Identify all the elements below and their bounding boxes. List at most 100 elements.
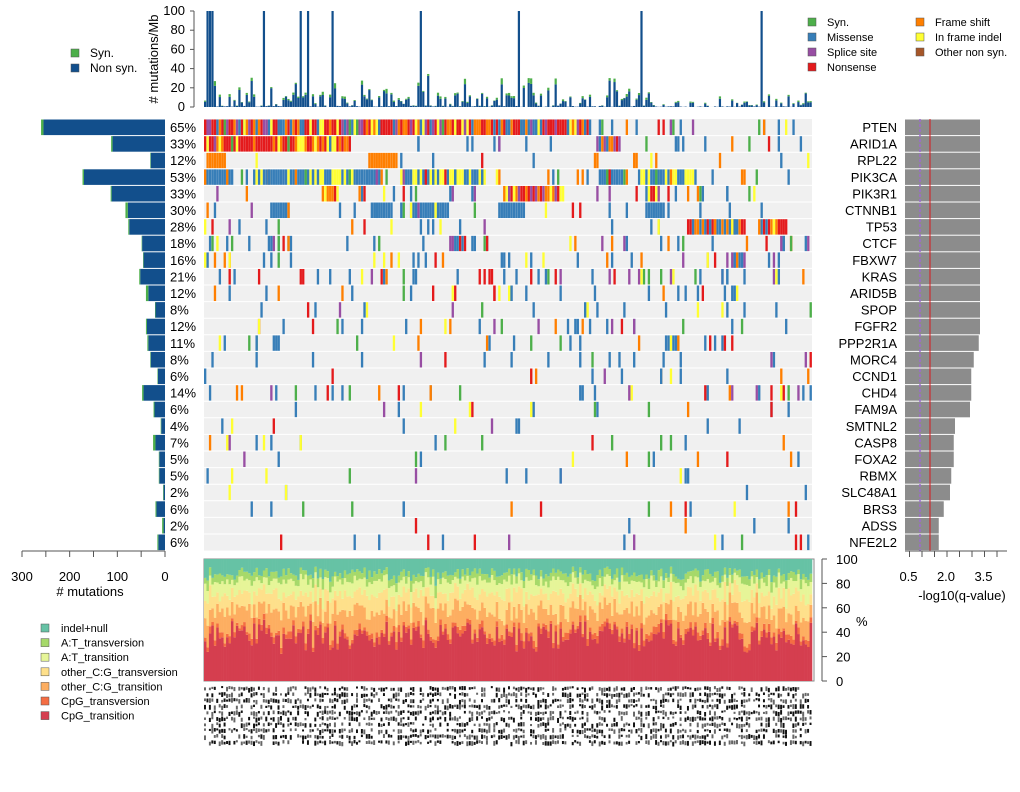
sample-id-glyph (704, 717, 707, 721)
spectrum-segment (380, 610, 384, 630)
sample-id-glyph (348, 722, 351, 726)
spectrum-segment (723, 627, 727, 681)
sample-id-glyph (713, 711, 716, 716)
sample-id-glyph (645, 740, 648, 744)
spectrum-segment (767, 605, 771, 624)
sample-id-glyph (520, 705, 523, 710)
spectrum-segment (753, 597, 756, 614)
spectrum-segment (358, 587, 362, 606)
sample-id-glyph (596, 698, 599, 702)
qvalue-bar (905, 434, 954, 451)
spectrum-segment (664, 593, 668, 603)
sample-id-glyph (223, 717, 226, 721)
matrix-cell (280, 136, 283, 152)
matrix-cell (603, 169, 606, 185)
matrix-cell (319, 136, 322, 152)
sample-id-glyph (728, 728, 731, 733)
sample-id-glyph (414, 711, 417, 715)
spectrum-segment (390, 586, 394, 597)
matrix-cell (434, 169, 437, 185)
matrix-cell (338, 119, 342, 136)
sample-id-glyph (451, 705, 454, 709)
sample-id-glyph (390, 687, 393, 691)
matrix-cell (287, 119, 290, 136)
matrix-cell (679, 119, 682, 136)
matrix-cell (807, 534, 810, 551)
sample-id-glyph (571, 734, 574, 738)
spectrum-segment (255, 643, 259, 681)
sample-id-glyph (341, 741, 344, 747)
spectrum-segment (250, 575, 254, 586)
matrix-cell (645, 202, 648, 219)
spectrum-segment (625, 581, 629, 595)
spectrum-segment (691, 595, 695, 616)
spectrum-segment (552, 648, 555, 681)
spectrum-segment (807, 579, 810, 587)
matrix-cell (294, 119, 298, 136)
sample-id-glyph (704, 699, 707, 704)
matrix-cell (652, 451, 655, 468)
spectrum-segment (414, 580, 418, 589)
spectrum-segment (368, 570, 372, 583)
spectrum-segment (679, 634, 683, 638)
sample-id-glyph (412, 692, 415, 696)
sample-id-glyph (329, 710, 331, 714)
sample-id-glyph (358, 740, 361, 743)
spectrum-segment (336, 559, 340, 577)
spectrum-segment (679, 586, 683, 600)
spectrum-segment (329, 559, 332, 582)
sample-id-glyph (360, 686, 363, 689)
sample-id-glyph (341, 686, 344, 689)
matrix-cell (287, 202, 290, 219)
sample-id-glyph (272, 728, 275, 733)
sample-id-glyph (211, 711, 214, 717)
spectrum-segment (490, 614, 494, 639)
rate-bar-syn (505, 93, 508, 96)
matrix-cell (789, 451, 793, 468)
spectrum-segment (422, 640, 425, 648)
sample-id-glyph (662, 710, 665, 715)
matrix-cell (647, 501, 651, 517)
matrix-cell (218, 152, 222, 169)
spectrum-segment (461, 606, 465, 626)
matrix-cell (660, 169, 663, 185)
sample-id-glyph (755, 698, 758, 701)
spectrum-segment (451, 609, 455, 623)
sample-id-glyph (356, 729, 358, 734)
spectrum-segment (390, 636, 394, 681)
matrix-cell (456, 169, 459, 185)
spectrum-segment (351, 615, 354, 640)
spectrum-segment (579, 615, 582, 622)
rate-bar-nonsyn (559, 103, 562, 107)
sample-id-glyph (505, 704, 508, 708)
sample-id-glyph (304, 735, 307, 740)
sample-id-glyph (709, 729, 711, 733)
sample-id-glyph (294, 716, 297, 721)
spectrum-segment (593, 580, 597, 590)
sample-id-glyph (669, 687, 672, 691)
spectrum-segment (652, 580, 656, 592)
sample-id-glyph (206, 698, 209, 703)
sample-id-glyph (297, 722, 300, 727)
spectrum-segment (282, 559, 286, 569)
sample-id-glyph (407, 735, 410, 740)
sample-id-glyph (481, 699, 483, 703)
rate-bar-nonsyn (250, 81, 253, 107)
sample-id-glyph (765, 729, 768, 733)
matrix-cell (686, 401, 690, 418)
sample-id-glyph (520, 698, 523, 702)
spectrum-segment (731, 574, 734, 584)
rate-bar-nonsyn (392, 101, 395, 107)
sample-id-glyph (503, 704, 506, 707)
spectrum-segment (716, 610, 720, 632)
sample-id-glyph (628, 734, 631, 738)
sample-id-glyph (718, 740, 721, 746)
matrix-cell (458, 169, 462, 185)
matrix-cell (493, 119, 496, 136)
spectrum-segment (463, 589, 467, 602)
spectrum-segment (601, 576, 604, 587)
sample-id-glyph (343, 717, 346, 720)
matrix-cell (390, 219, 393, 235)
sample-id-glyph (689, 692, 692, 698)
matrix-cell (694, 219, 697, 235)
